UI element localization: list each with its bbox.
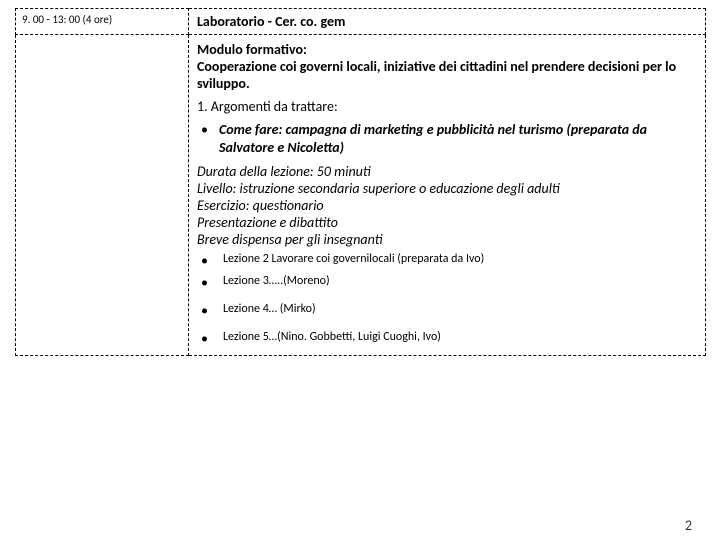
- empty-cell: [16, 35, 189, 356]
- bullet-icon: •: [197, 252, 223, 270]
- content-cell-1: Laboratorio - Cer. co. gem: [189, 9, 706, 35]
- lesson-item: • Lezione 2 Lavorare coi governilocali (…: [197, 252, 697, 270]
- main-bullet: • Come fare: campagna di marketing e pub…: [201, 121, 697, 157]
- lesson-text: Lezione 4… (Mirko): [223, 302, 697, 318]
- lesson-text: Lezione 2 Lavorare coi governilocali (pr…: [223, 252, 697, 268]
- lesson-item: • Lezione 3…..(Moreno): [197, 274, 697, 292]
- detail-duration: Durata della lezione: 50 minuti: [197, 163, 697, 180]
- module-text: Cooperazione coi governi locali, iniziat…: [197, 58, 697, 92]
- content-cell-2: Modulo formativo: Cooperazione coi gover…: [189, 35, 706, 356]
- lessons-list: • Lezione 2 Lavorare coi governilocali (…: [197, 252, 697, 348]
- lesson-text: Lezione 3…..(Moreno): [223, 274, 697, 290]
- module-label: Modulo formativo:: [197, 41, 697, 58]
- detail-handout: Breve dispensa per gli insegnanti: [197, 231, 697, 248]
- bullet-icon: •: [201, 121, 219, 139]
- lesson-item: • Lezione 5…(Nino. Gobbetti, Luigi Cuogh…: [197, 330, 697, 348]
- bullet-icon: •: [197, 302, 223, 320]
- bullet-icon: •: [197, 330, 223, 348]
- main-bullet-block: • Come fare: campagna di marketing e pub…: [201, 121, 697, 157]
- bullet-icon: •: [197, 274, 223, 292]
- detail-level: Livello: istruzione secondaria superiore…: [197, 180, 697, 197]
- topics-heading: 1. Argomenti da trattare:: [197, 98, 697, 115]
- main-bullet-text: Come fare: campagna di marketing e pubbl…: [219, 121, 697, 157]
- lesson-text: Lezione 5…(Nino. Gobbetti, Luigi Cuoghi,…: [223, 330, 697, 346]
- lesson-item: • Lezione 4… (Mirko): [197, 302, 697, 320]
- lab-title: Laboratorio - Cer. co. gem: [197, 13, 697, 30]
- schedule-table: 9. 00 - 13: 00 (4 ore) Laboratorio - Cer…: [15, 8, 706, 356]
- detail-presentation: Presentazione e dibattito: [197, 214, 697, 231]
- page-number: 2: [685, 517, 692, 534]
- row-2: Modulo formativo: Cooperazione coi gover…: [16, 35, 706, 356]
- detail-exercise: Esercizio: questionario: [197, 197, 697, 214]
- time-cell: 9. 00 - 13: 00 (4 ore): [16, 9, 189, 35]
- time-slot: 9. 00 - 13: 00 (4 ore): [22, 13, 112, 26]
- row-1: 9. 00 - 13: 00 (4 ore) Laboratorio - Cer…: [16, 9, 706, 35]
